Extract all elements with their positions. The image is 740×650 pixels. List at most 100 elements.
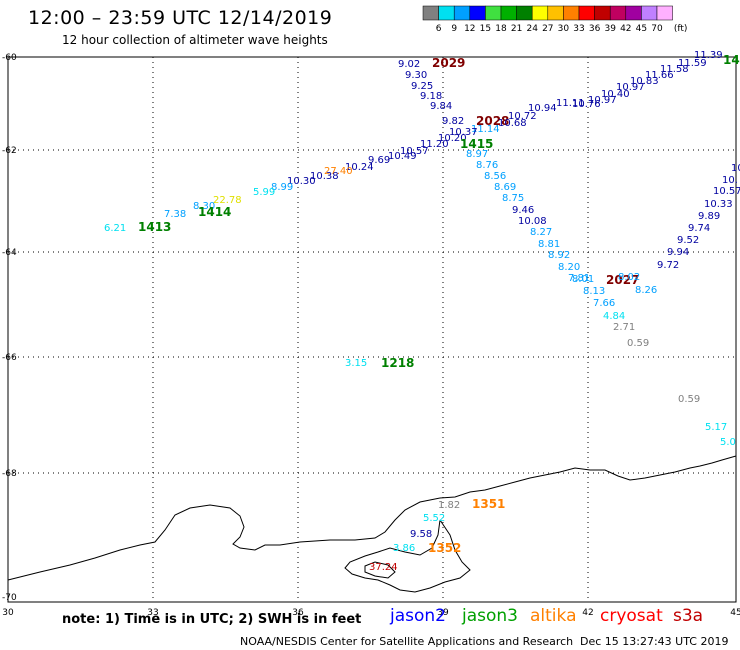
y-tick-label: -68 — [2, 469, 17, 479]
map-subtitle: 12 hour collection of altimeter wave hei… — [62, 33, 328, 47]
wave-height-value: 11.66 — [645, 70, 674, 81]
x-tick-label: 39 — [437, 608, 449, 618]
map-frame — [7, 56, 737, 603]
colorbar-swatch — [516, 5, 533, 21]
colorbar-swatch — [547, 5, 564, 21]
wave-height-value: 11.11 — [556, 98, 585, 109]
wave-height-value: 9.82 — [442, 116, 464, 127]
colorbar-swatch — [656, 5, 673, 21]
wave-height-value: 8.75 — [502, 193, 524, 204]
wave-height-value: 11.58 — [660, 64, 689, 75]
wave-height-value: 3.86 — [393, 543, 415, 554]
wave-height-value: 8.81 — [538, 239, 560, 250]
wave-height-value: 10.76 — [572, 99, 601, 110]
wave-height-value: 10.68 — [498, 118, 527, 129]
colorbar-tick-label: 39 — [604, 24, 616, 34]
pass-time-label: 141 — [723, 53, 740, 67]
satellite-jason3: jason3 — [462, 606, 518, 626]
colorbar-tick-label: 42 — [620, 24, 631, 34]
coastline-bay — [344, 519, 471, 593]
wave-height-value: 9.46 — [512, 205, 534, 216]
wave-height-value: 10.20 — [438, 133, 467, 144]
wave-height-value: 22.78 — [213, 195, 242, 206]
y-tick-label: -62 — [2, 146, 17, 156]
wave-height-value: 9.25 — [411, 81, 433, 92]
wave-height-value: 9.94 — [667, 247, 689, 258]
wave-height-value: 10.49 — [388, 151, 417, 162]
coastline-island — [364, 561, 396, 579]
wave-height-value: 8.69 — [494, 182, 516, 193]
wave-height-value: 10.83 — [630, 76, 659, 87]
wave-height-value: 8.92 — [548, 250, 570, 261]
wave-height-value: 9.30 — [405, 70, 427, 81]
wave-height-value: 9.18 — [420, 91, 442, 102]
colorbar-legend: 6 9 12 15 18 21 24 27 30 33 36 39 42 45 70 (ft) — [422, 5, 688, 34]
wave-height-value: 8.76 — [476, 160, 498, 171]
colorbar-swatch — [563, 5, 580, 21]
wave-height-value: 37.24 — [369, 562, 398, 573]
generated-timestamp: Dec 15 13:27:43 UTC 2019 — [580, 635, 729, 648]
units-note: note: 1) Time is in UTC; 2) SWH is in fe… — [62, 612, 362, 627]
colorbar-tick-label: 21 — [511, 24, 522, 34]
wave-height-value: 9.74 — [688, 223, 710, 234]
wave-height-value: 5.17 — [705, 422, 727, 433]
colorbar-swatch — [422, 5, 439, 21]
wave-height-value: 9.84 — [430, 101, 452, 112]
colorbar-swatch — [500, 5, 517, 21]
pass-time-label: 2027 — [606, 273, 639, 287]
wave-height-value: 4.84 — [603, 311, 625, 322]
pass-time-label: 1352 — [428, 541, 461, 555]
wave-height-value: 8.02 — [618, 272, 640, 283]
colorbar-tick-label: 15 — [480, 24, 491, 34]
colorbar-tick-label: 27 — [542, 24, 553, 34]
y-tick-label: -66 — [2, 353, 17, 363]
wave-height-value: 2.71 — [613, 322, 635, 333]
wave-height-value: 10. — [722, 175, 738, 186]
wave-height-value: 0.59 — [627, 338, 649, 349]
pass-time-label: 1351 — [472, 497, 505, 511]
wave-height-value: 6.21 — [104, 223, 126, 234]
wave-height-value: 5.52 — [423, 513, 445, 524]
satellite-s3a: s3a — [673, 606, 704, 626]
colorbar-swatch — [594, 5, 611, 21]
wave-height-value: 7.38 — [164, 209, 186, 220]
wave-height-value: 11.14 — [471, 124, 500, 135]
wave-height-value: 9.89 — [698, 211, 720, 222]
colorbar-tick-label: 36 — [589, 24, 601, 34]
colorbar-tick-label: 12 — [464, 24, 475, 34]
wave-height-value: 9.52 — [677, 235, 699, 246]
colorbar-swatch — [469, 5, 486, 21]
x-tick-label: 42 — [582, 608, 593, 618]
wave-height-value: 7.81 — [568, 273, 590, 284]
wave-height-value: 10.33 — [704, 199, 733, 210]
colorbar-swatch — [531, 5, 549, 21]
wave-height-value: 11.59 — [678, 58, 707, 69]
wave-height-value: 9.02 — [398, 59, 420, 70]
axis-ticks: 30 33 36 39 42 45 -60 -62 -64 -66 -68 -70 — [2, 53, 740, 618]
x-tick-label: 33 — [147, 608, 158, 618]
wave-height-value: 10.97 — [616, 82, 645, 93]
wave-height-value: 9.69 — [368, 155, 390, 166]
wave-height-value: 8.01 — [572, 274, 594, 285]
colorbar-swatch — [578, 5, 595, 21]
wave-height-value: 10.72 — [508, 111, 537, 122]
pass-time-label: 1413 — [138, 220, 171, 234]
pass-time-label: 1218 — [381, 356, 414, 370]
wave-height-value: 10.37 — [449, 127, 478, 138]
pass-time-label: 2028 — [476, 114, 509, 128]
wave-height-value: 8.30 — [193, 201, 215, 212]
colorbar-tick-label: 24 — [526, 24, 538, 34]
colorbar-unit: (ft) — [674, 24, 688, 34]
wave-height-value: 10.97 — [588, 95, 617, 106]
wave-height-value: 8.99 — [271, 182, 293, 193]
satellite-cryosat: cryosat — [600, 606, 663, 626]
colorbar-tick-label: 9 — [451, 24, 457, 34]
colorbar-swatch — [485, 5, 502, 21]
wave-height-value: 10.57 — [713, 186, 740, 197]
wave-height-value: 1.82 — [438, 500, 460, 511]
wave-height-value: 10.40 — [601, 89, 630, 100]
satellite-jason2: jason2 — [390, 606, 446, 626]
wave-height-value: 8.20 — [558, 262, 580, 273]
wave-height-value: 3.15 — [345, 358, 367, 369]
pass-time-label: 1414 — [198, 205, 231, 219]
